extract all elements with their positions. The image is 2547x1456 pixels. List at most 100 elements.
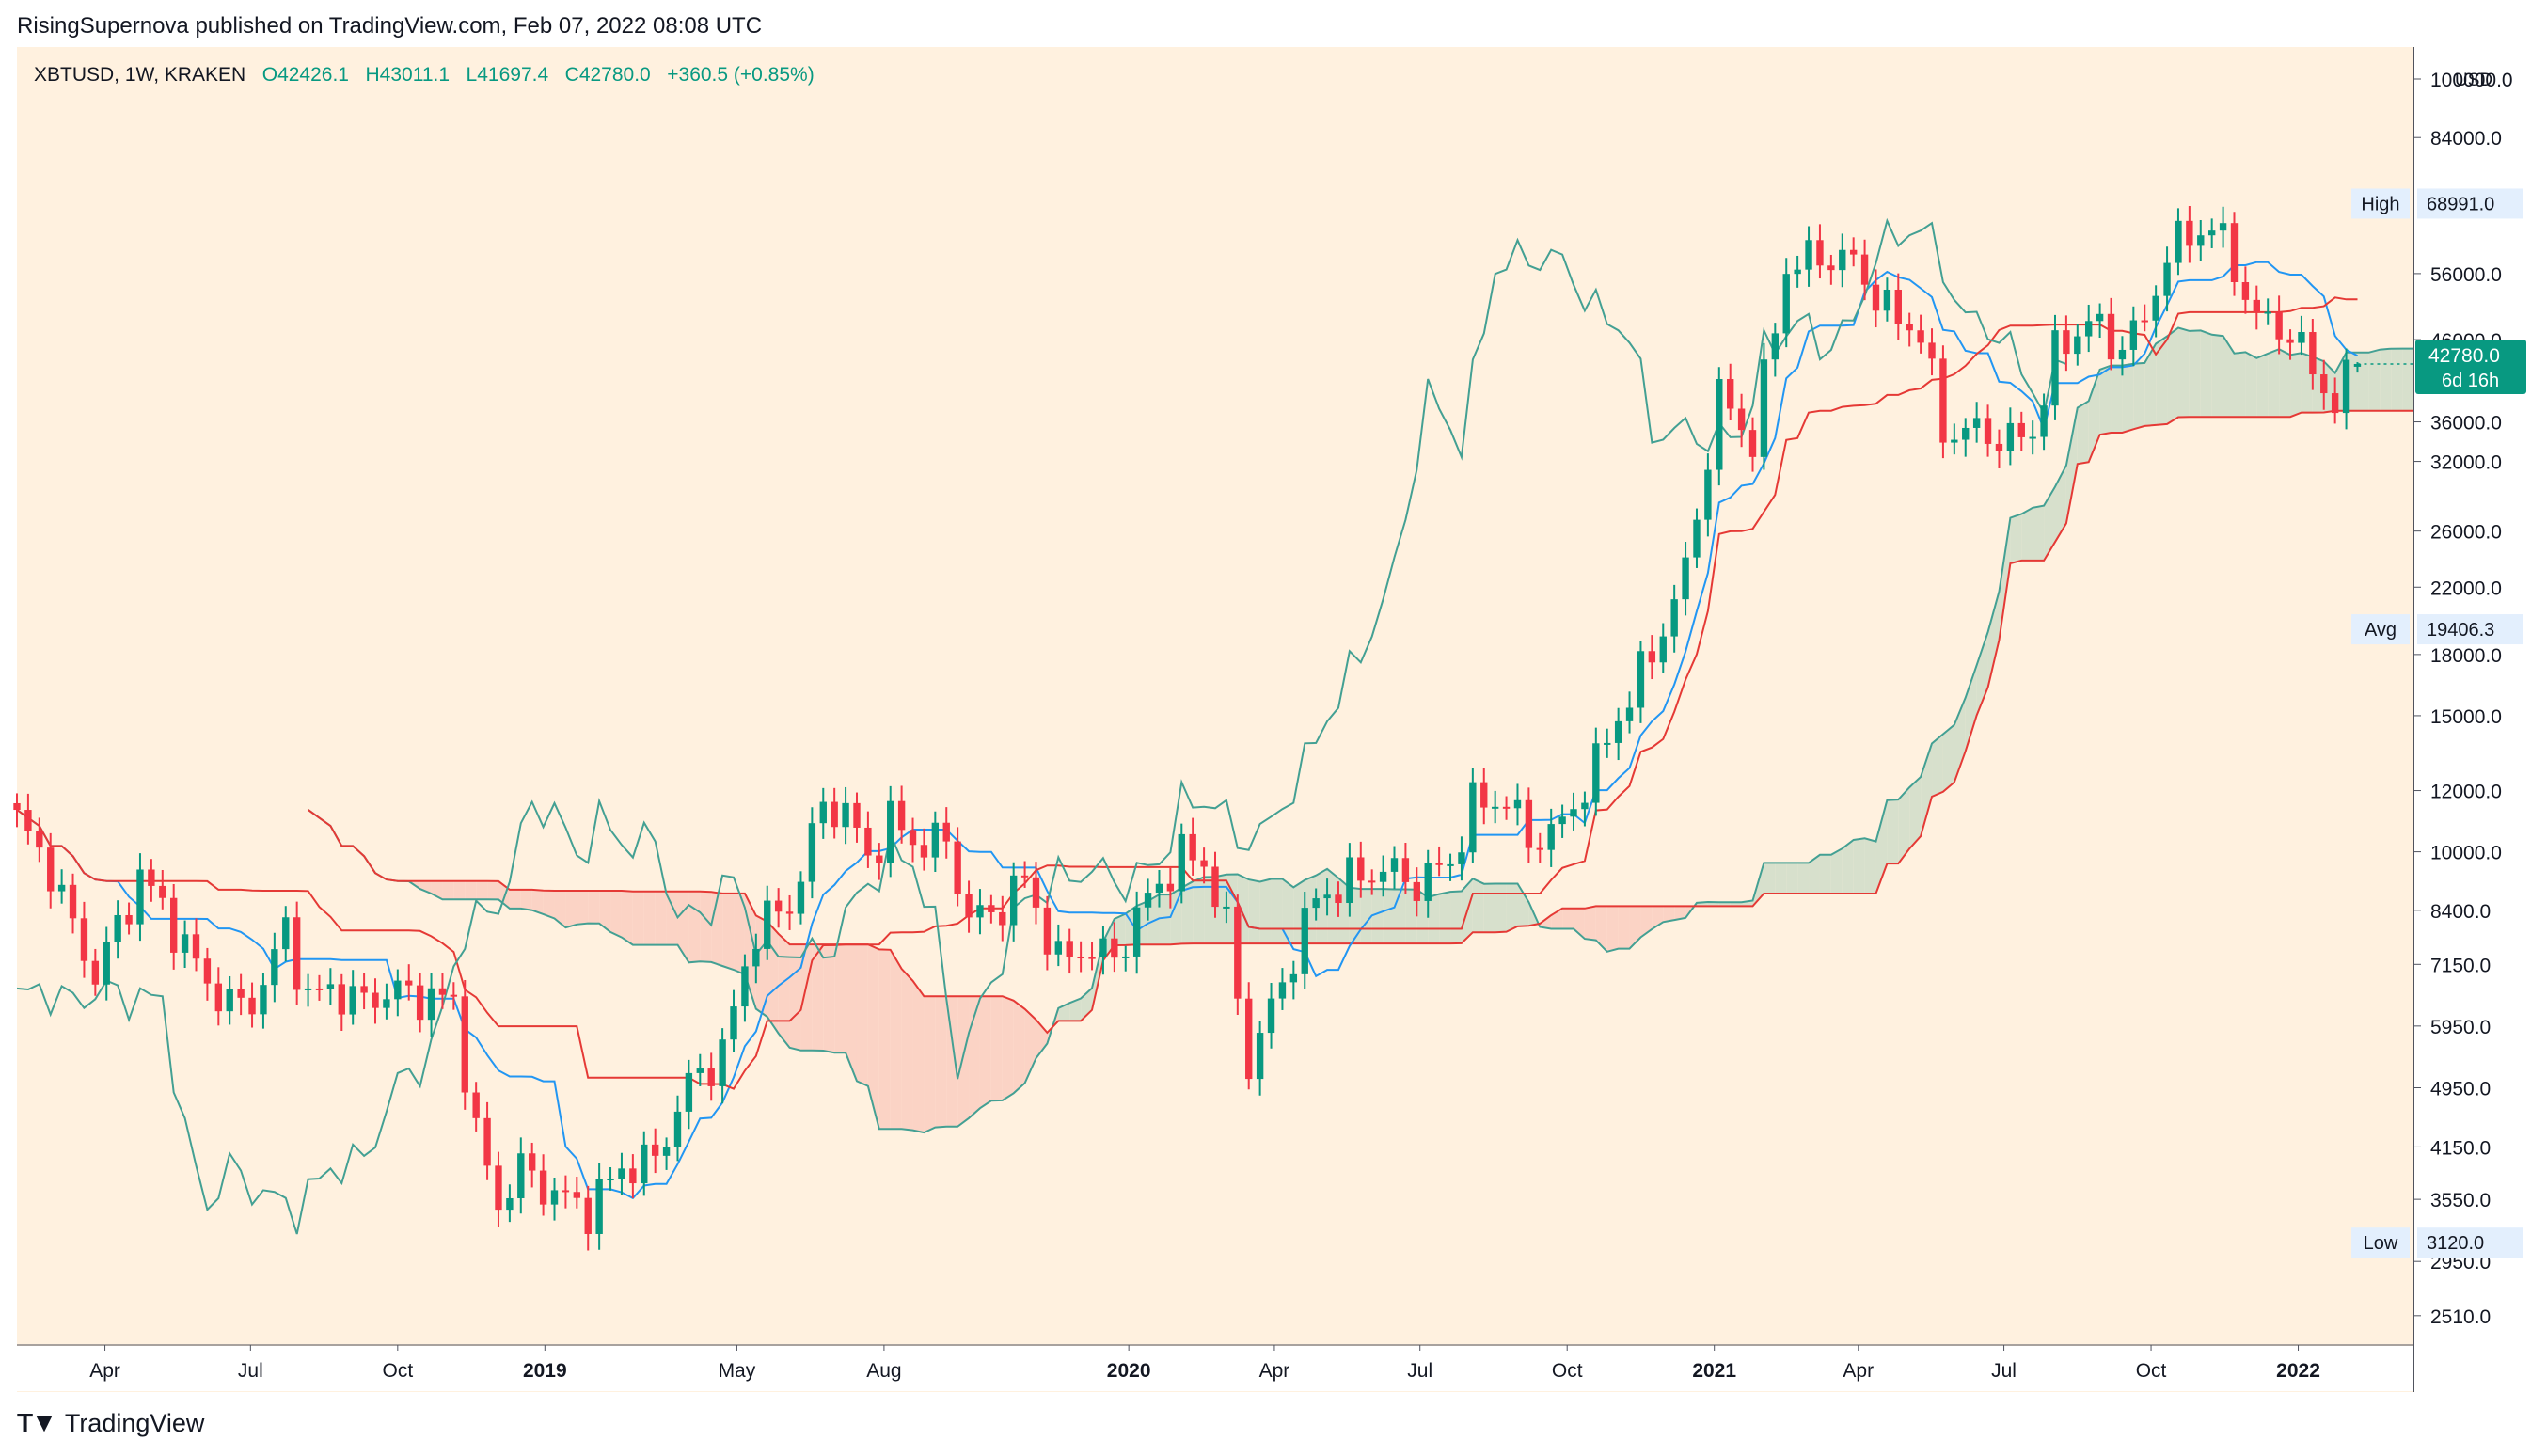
- candle-body: [2342, 359, 2350, 414]
- candle-body: [148, 869, 155, 886]
- candle-body: [226, 989, 233, 1012]
- candle-body: [1122, 956, 1130, 958]
- candle-body: [80, 918, 88, 961]
- candle-body: [942, 822, 950, 842]
- candle-body: [159, 885, 166, 898]
- candle-body: [2353, 363, 2362, 367]
- cloud-segment: [2167, 327, 2178, 424]
- cloud-segment: [1517, 883, 1529, 926]
- cloud-segment: [655, 891, 667, 945]
- cloud-segment: [1629, 906, 1641, 949]
- candle-body: [1816, 240, 1824, 266]
- candle-body: [1604, 742, 1611, 745]
- candle-body: [1972, 418, 1981, 428]
- candle-body: [1335, 894, 1342, 904]
- candle-body: [629, 1168, 637, 1184]
- candle-body: [954, 841, 961, 894]
- high-marker-label: High: [2361, 194, 2399, 214]
- time-axis-background: [17, 1346, 2413, 1391]
- candle-body: [338, 984, 345, 1015]
- cloud-segment: [2133, 362, 2145, 430]
- candle-body: [1223, 906, 1230, 909]
- candle-body: [909, 830, 917, 846]
- candle-body: [483, 1117, 491, 1166]
- candle-body: [1234, 906, 1242, 999]
- candle-body: [2096, 313, 2104, 322]
- cloud-segment: [1181, 881, 1194, 944]
- cloud-segment: [599, 891, 611, 932]
- candle-body: [831, 801, 838, 828]
- candle-body: [1054, 941, 1062, 955]
- y-tick-label: 84000.0: [2430, 128, 2502, 150]
- legend-symbol: XBTUSD, 1W, KRAKEN: [34, 64, 246, 86]
- cloud-segment: [990, 996, 1003, 1101]
- candle-body: [1189, 833, 1196, 861]
- x-tick-label: May: [719, 1360, 756, 1382]
- publish-header: RisingSupernova published on TradingView…: [17, 13, 763, 39]
- candle-body: [1020, 875, 1029, 878]
- candle-body: [125, 914, 133, 925]
- cloud-segment: [2099, 365, 2112, 435]
- cloud-segment: [2010, 514, 2022, 564]
- candle-body: [842, 802, 849, 828]
- candle-body: [2051, 330, 2059, 406]
- candle-body: [2163, 262, 2171, 296]
- candle-body: [383, 999, 390, 1008]
- candle-body: [1670, 599, 1678, 637]
- candle-body: [349, 986, 356, 1015]
- cloud-segment: [1976, 631, 1988, 716]
- cloud-segment: [924, 996, 936, 1133]
- y-tick-label: 7150.0: [2430, 955, 2491, 976]
- cloud-segment: [846, 944, 857, 1082]
- cloud-segment: [1864, 838, 1876, 894]
- x-tick-label: 2021: [1692, 1360, 1736, 1382]
- cloud-segment: [2065, 407, 2078, 524]
- candle-body: [1413, 881, 1421, 901]
- tradingview-logo-icon: T▼: [17, 1408, 57, 1437]
- cloud-segment: [1674, 906, 1686, 921]
- candle-body: [1301, 908, 1308, 974]
- candle-body: [1009, 875, 1018, 926]
- cloud-segment: [1259, 878, 1272, 944]
- candle-body: [416, 985, 424, 1021]
- x-tick-label: Apr: [89, 1360, 120, 1382]
- cloud-segment: [700, 891, 712, 962]
- candle-body: [36, 831, 43, 848]
- cloud-segment: [867, 944, 879, 1130]
- candle-body: [1693, 519, 1701, 558]
- candle-body: [1088, 957, 1096, 959]
- candle-body: [1155, 883, 1163, 894]
- price-axis[interactable]: [2413, 47, 2531, 1392]
- cloud-segment: [1797, 863, 1810, 894]
- candle-body: [965, 894, 973, 918]
- candle-body: [214, 983, 223, 1012]
- cloud-segment: [465, 880, 477, 900]
- y-tick-label: 22000.0: [2430, 578, 2502, 599]
- candle-body: [1939, 358, 1947, 443]
- candle-body: [1536, 847, 1543, 850]
- cloud-segment: [2111, 365, 2123, 434]
- cloud-segment: [1316, 868, 1328, 944]
- candle-body: [785, 911, 794, 914]
- cloud-segment: [666, 891, 678, 945]
- price-markers: High 68991.0 Avg 19406.3 Low 3120.0 42780.0 6d …: [2351, 188, 2526, 1258]
- candle-body: [1951, 439, 1958, 443]
- candle-body: [797, 881, 805, 914]
- cloud-segment: [1764, 863, 1776, 894]
- candle-body: [1513, 799, 1522, 809]
- candle-body: [2264, 311, 2271, 314]
- candle-body: [730, 1006, 737, 1040]
- cloud-segment: [1114, 913, 1126, 945]
- ichimoku-cloud: [308, 327, 2413, 1133]
- candle-body: [2207, 230, 2216, 236]
- axes: 100000.084000.056000.046000.036000.03200…: [17, 47, 2513, 1391]
- candle-body: [1581, 802, 1589, 810]
- candle-body: [237, 989, 245, 998]
- candle-body: [920, 845, 928, 858]
- chart-area[interactable]: [17, 47, 2413, 1392]
- cloud-segment: [1472, 878, 1484, 933]
- cloud-segment: [734, 893, 745, 975]
- cloud-segment: [453, 880, 466, 900]
- last-price-countdown: 6d 16h: [2442, 371, 2499, 391]
